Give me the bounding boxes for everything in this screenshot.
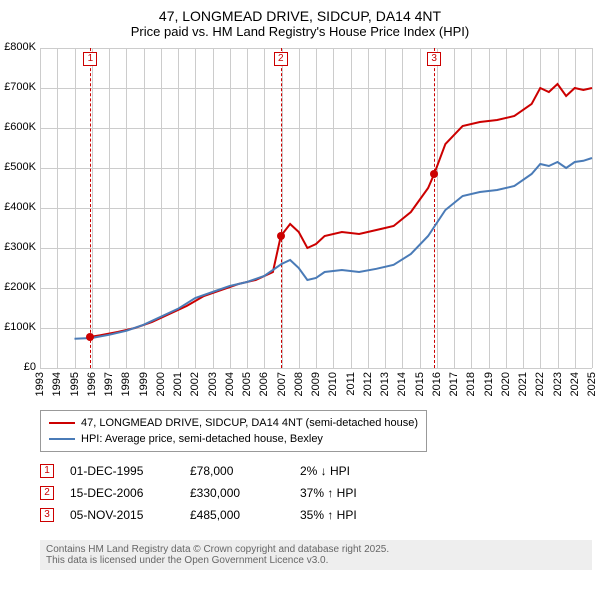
x-axis-label: 2004 (224, 372, 236, 396)
footer-line1: Contains HM Land Registry data © Crown c… (46, 544, 586, 555)
x-axis-label: 2002 (189, 372, 201, 396)
table-row: 2 15-DEC-2006£330,00037% ↑ HPI (40, 482, 430, 504)
x-axis-label: 2014 (396, 372, 408, 396)
x-axis-label: 2001 (172, 372, 184, 396)
x-axis-label: 1995 (69, 372, 81, 396)
x-axis-label: 2006 (258, 372, 270, 396)
x-axis-label: 2022 (534, 372, 546, 396)
sale-point (277, 232, 285, 240)
x-axis-label: 2012 (362, 372, 374, 396)
x-axis-label: 2023 (552, 372, 564, 396)
table-row: 1 01-DEC-1995£78,0002% ↓ HPI (40, 460, 430, 482)
x-axis-label: 2015 (414, 372, 426, 396)
x-axis-label: 2011 (345, 372, 357, 396)
table-pct: 35% ↑ HPI (300, 508, 430, 522)
table-price: £78,000 (190, 464, 300, 478)
legend-label: 47, LONGMEAD DRIVE, SIDCUP, DA14 4NT (se… (81, 417, 418, 429)
legend-swatch (49, 422, 75, 424)
table-marker: 3 (40, 508, 54, 522)
table-row: 3 05-NOV-2015£485,00035% ↑ HPI (40, 504, 430, 526)
table-date: 05-NOV-2015 (70, 508, 190, 522)
table-date: 15-DEC-2006 (70, 486, 190, 500)
legend-swatch (49, 438, 75, 440)
table-marker: 1 (40, 464, 54, 478)
x-axis-label: 2010 (327, 372, 339, 396)
x-axis-label: 2000 (155, 372, 167, 396)
x-axis-label: 2025 (586, 372, 598, 396)
footer-line2: This data is licensed under the Open Gov… (46, 555, 586, 566)
table-pct: 37% ↑ HPI (300, 486, 430, 500)
x-axis-label: 1996 (86, 372, 98, 396)
x-axis-label: 2009 (310, 372, 322, 396)
x-axis-label: 2007 (276, 372, 288, 396)
gridline-h (40, 368, 592, 369)
x-axis-label: 2017 (448, 372, 460, 396)
table-date: 01-DEC-1995 (70, 464, 190, 478)
legend: 47, LONGMEAD DRIVE, SIDCUP, DA14 4NT (se… (40, 410, 427, 452)
series-line (90, 84, 592, 337)
legend-label: HPI: Average price, semi-detached house,… (81, 433, 323, 445)
x-axis-label: 1998 (120, 372, 132, 396)
x-axis-label: 2005 (241, 372, 253, 396)
transactions-table: 1 01-DEC-1995£78,0002% ↓ HPI 2 15-DEC-2006£… (40, 460, 430, 526)
legend-row: 47, LONGMEAD DRIVE, SIDCUP, DA14 4NT (se… (49, 415, 418, 431)
sale-point (430, 170, 438, 178)
x-axis-label: 2013 (379, 372, 391, 396)
table-price: £330,000 (190, 486, 300, 500)
table-price: £485,000 (190, 508, 300, 522)
sale-point (86, 333, 94, 341)
series-line (75, 158, 593, 339)
x-axis-label: 2018 (465, 372, 477, 396)
x-axis-label: 2020 (500, 372, 512, 396)
x-axis-label: 2003 (207, 372, 219, 396)
legend-row: HPI: Average price, semi-detached house,… (49, 431, 418, 447)
x-axis-label: 2021 (517, 372, 529, 396)
x-axis-label: 1997 (103, 372, 115, 396)
x-axis-label: 1994 (51, 372, 63, 396)
x-axis-label: 2019 (483, 372, 495, 396)
table-marker: 2 (40, 486, 54, 500)
plot-svg (0, 0, 600, 368)
footer: Contains HM Land Registry data © Crown c… (40, 540, 592, 570)
table-pct: 2% ↓ HPI (300, 464, 430, 478)
x-axis-label: 2016 (431, 372, 443, 396)
x-axis-label: 1999 (138, 372, 150, 396)
x-axis-label: 1993 (34, 372, 46, 396)
x-axis-label: 2008 (293, 372, 305, 396)
x-axis-label: 2024 (569, 372, 581, 396)
